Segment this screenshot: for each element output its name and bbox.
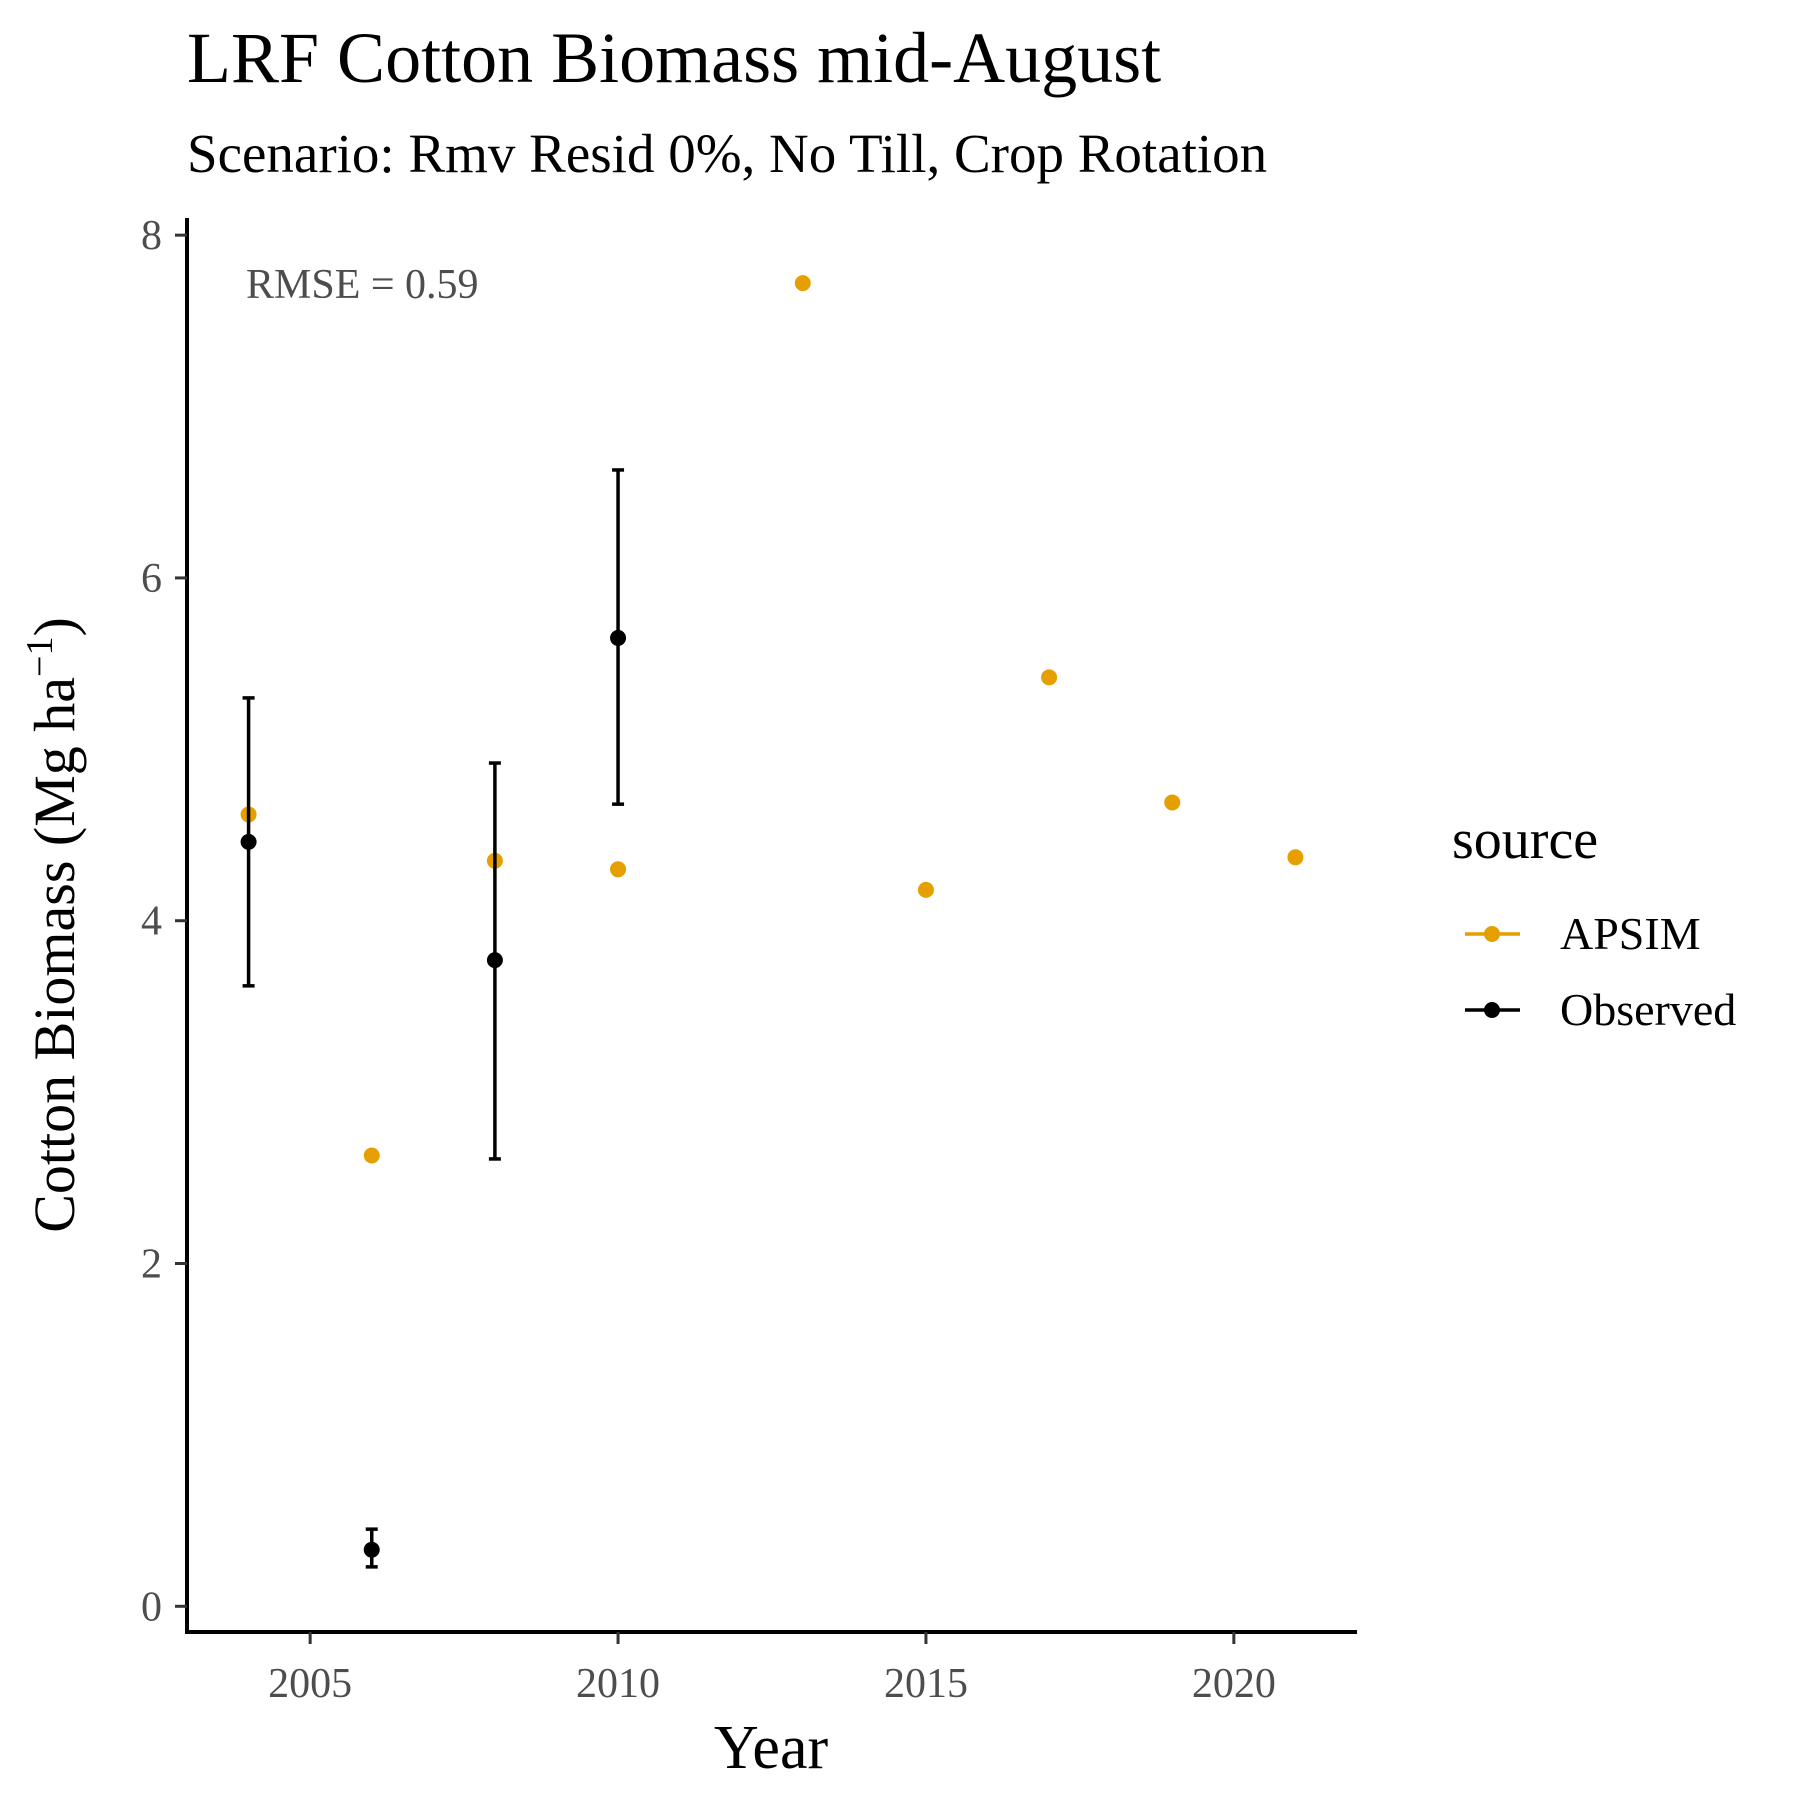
y-tick-label: 0 (141, 1584, 162, 1630)
apsim-point (363, 1147, 380, 1164)
y-axis-label-text: Cotton Biomass (Mg ha (22, 677, 87, 1233)
x-tick-label: 2015 (884, 1661, 968, 1707)
x-axis-label: Year (714, 1714, 829, 1782)
y-axis-label-superscript: −1 (19, 637, 61, 677)
x-axis-ticks: 2005 2010 2015 2020 (268, 1632, 1276, 1707)
apsim-point (917, 881, 934, 898)
legend-entries: APSIM Observed (1465, 908, 1736, 1035)
apsim-point (610, 861, 627, 878)
apsim-point (1164, 794, 1181, 811)
legend-key-point-observed (1484, 1002, 1500, 1018)
apsim-point (1041, 669, 1058, 686)
chart-subtitle: Scenario: Rmv Resid 0%, No Till, Crop Ro… (187, 123, 1267, 184)
x-tick-label: 2020 (1192, 1661, 1276, 1707)
legend-label-observed: Observed (1560, 984, 1736, 1035)
plot-area (240, 275, 1304, 1569)
observed-point (363, 1541, 380, 1558)
observed-point (486, 952, 503, 969)
apsim-point (1287, 849, 1304, 866)
legend-key-point-apsim (1484, 926, 1500, 942)
legend-title: source (1452, 809, 1598, 871)
axes (185, 218, 1357, 1634)
y-axis-label-close: ) (22, 617, 87, 636)
legend: source APSIM Observed (1452, 809, 1736, 1035)
y-tick-label: 8 (141, 213, 162, 259)
apsim-point (794, 275, 811, 292)
rmse-annotation: RMSE = 0.59 (246, 262, 479, 308)
y-tick-label: 6 (141, 556, 162, 602)
y-axis-label: Cotton Biomass (Mg ha−1) (19, 617, 87, 1233)
y-tick-label: 4 (141, 899, 162, 945)
legend-label-apsim: APSIM (1560, 908, 1701, 959)
y-axis-ticks: 0 2 4 6 8 (141, 213, 187, 1630)
x-tick-label: 2005 (268, 1661, 352, 1707)
observed-point (610, 629, 627, 646)
observed-point (240, 833, 257, 850)
chart-title: LRF Cotton Biomass mid-August (187, 18, 1161, 98)
x-tick-label: 2010 (576, 1661, 660, 1707)
y-tick-label: 2 (141, 1242, 162, 1288)
